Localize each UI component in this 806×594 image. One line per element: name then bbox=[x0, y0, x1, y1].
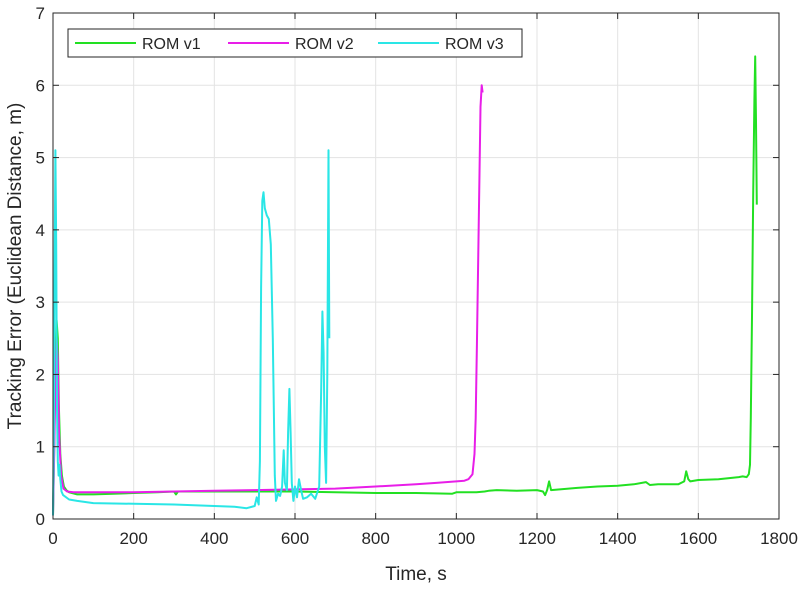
legend-label-3: ROM v3 bbox=[445, 36, 504, 53]
y-tick-label: 0 bbox=[36, 510, 45, 529]
x-tick-label: 1400 bbox=[599, 529, 637, 548]
x-tick-label: 1200 bbox=[518, 529, 556, 548]
x-tick-label: 0 bbox=[48, 529, 57, 548]
plot-frame bbox=[52, 12, 780, 520]
y-tick-label: 4 bbox=[36, 221, 45, 240]
y-tick-label: 2 bbox=[36, 365, 45, 384]
legend-label-1: ROM v1 bbox=[142, 36, 201, 53]
series-line-3 bbox=[52, 149, 331, 516]
tick-layer: 0 200 400 600 800 1000 1200 1400 1600 1800 0 1 2 3 4 5 6… bbox=[36, 4, 798, 548]
y-tick-label: 6 bbox=[36, 76, 45, 95]
x-tick-label: 600 bbox=[281, 529, 309, 548]
y-tick-label: 7 bbox=[36, 4, 45, 23]
legend-box bbox=[67, 28, 523, 58]
x-tick-label: 1000 bbox=[437, 529, 475, 548]
x-tick-label: 400 bbox=[200, 529, 228, 548]
legend: ROM v1 ROM v2 ROM v3 bbox=[67, 28, 523, 58]
grid-layer bbox=[52, 12, 780, 520]
y-tick-label: 3 bbox=[36, 293, 45, 312]
x-tick-label: 200 bbox=[119, 529, 147, 548]
x-axis-label: Time, s bbox=[385, 564, 447, 585]
y-tick-label: 1 bbox=[36, 438, 45, 457]
legend-label-2: ROM v2 bbox=[295, 36, 354, 53]
y-axis-label: Tracking Error (Euclidean Distance, m) bbox=[5, 103, 26, 430]
series-layer bbox=[52, 55, 758, 516]
x-tick-label: 1600 bbox=[679, 529, 717, 548]
y-tick-label: 5 bbox=[36, 149, 45, 168]
x-tick-label: 800 bbox=[361, 529, 389, 548]
series-line-2 bbox=[52, 84, 484, 516]
series-line-1 bbox=[52, 55, 758, 516]
x-tick-label: 1800 bbox=[760, 529, 798, 548]
